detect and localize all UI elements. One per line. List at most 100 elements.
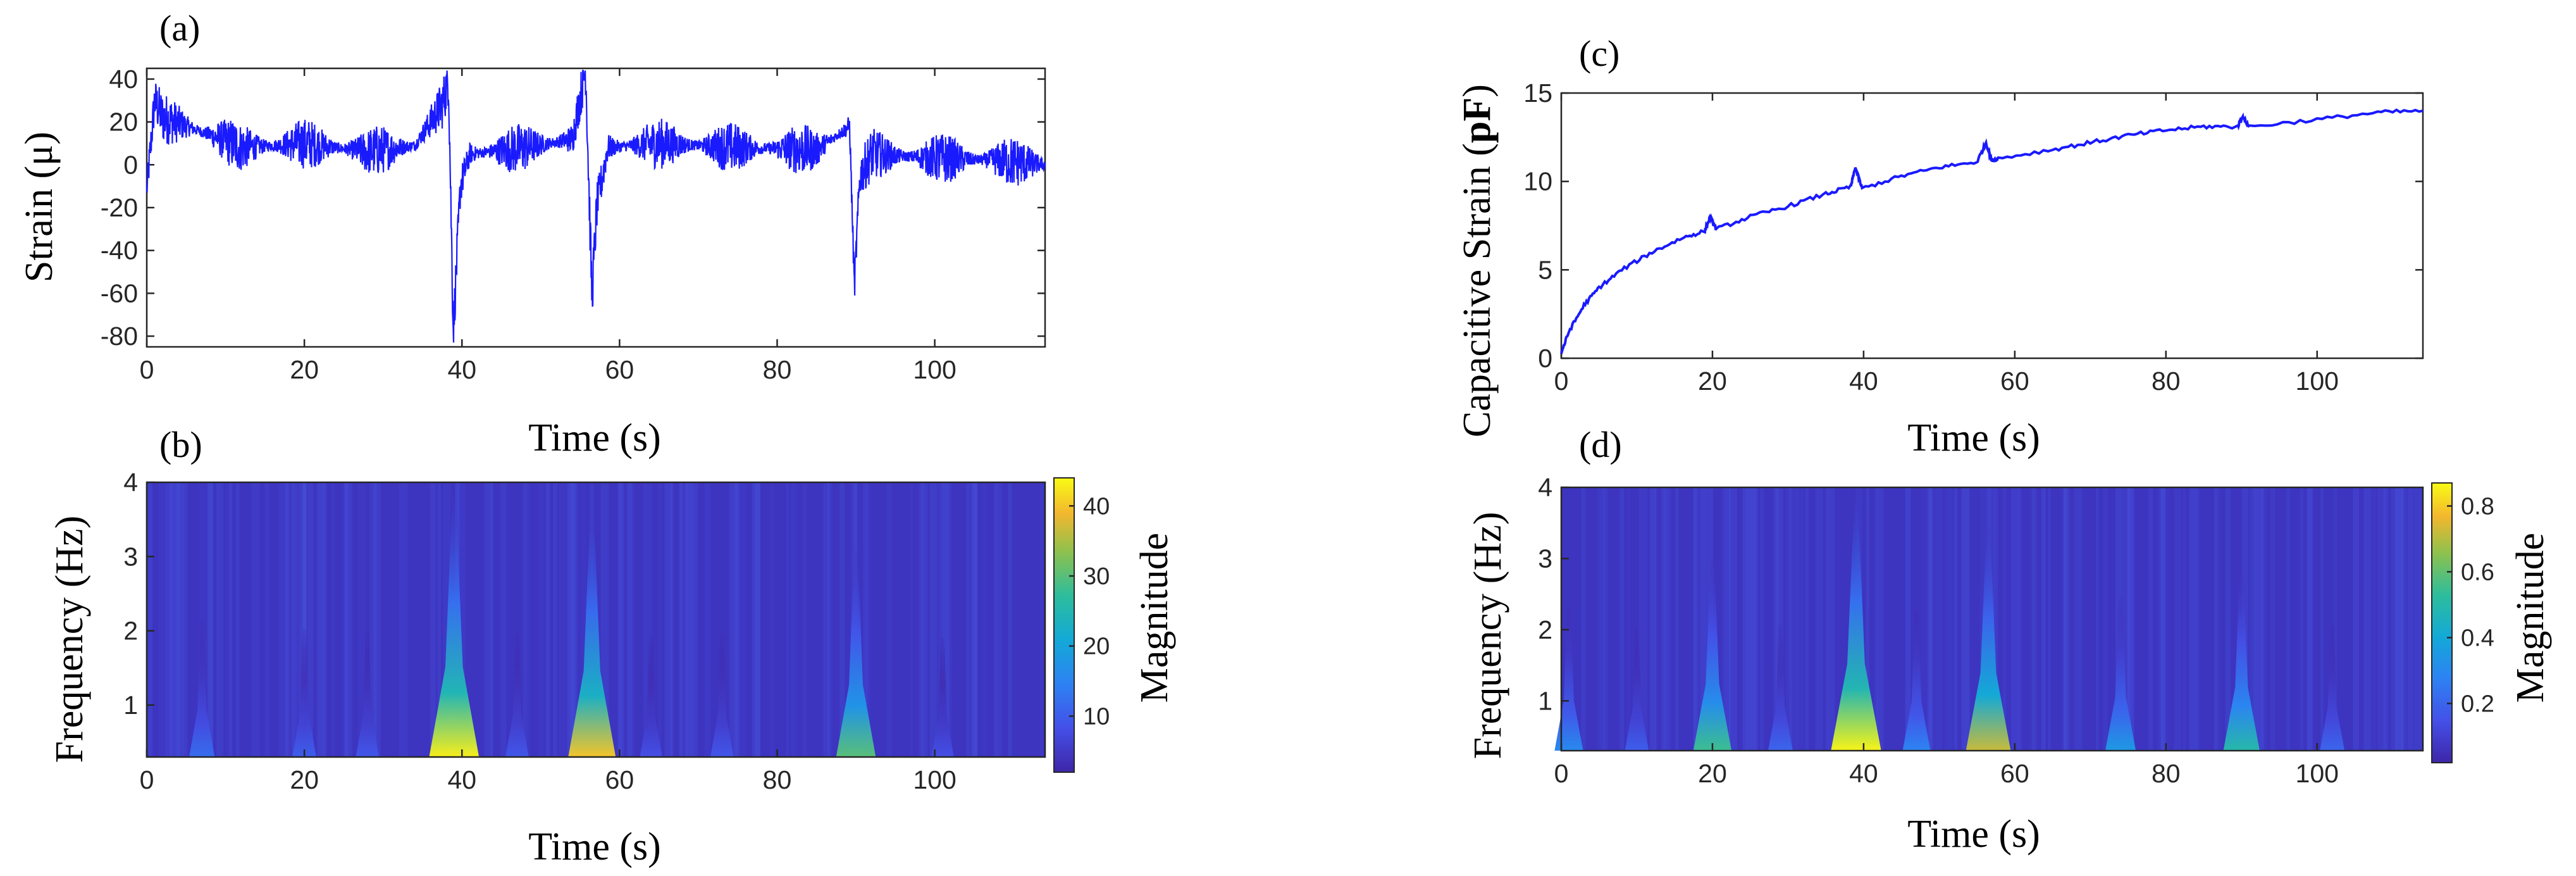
- heatmap-stripe: [2043, 487, 2047, 751]
- heatmap-stripe: [920, 482, 928, 757]
- heatmap-stripe: [2194, 487, 2199, 751]
- y-tick-label: -80: [101, 322, 138, 351]
- y-tick-label: 1: [1538, 686, 1552, 715]
- heatmap-stripe: [2150, 487, 2154, 751]
- heatmap-stripe: [225, 482, 234, 757]
- x-tick-label: 100: [2296, 759, 2339, 788]
- colorbar: [1053, 477, 1075, 773]
- x-tick-label: 20: [1698, 366, 1727, 396]
- heatmap-stripe: [2256, 487, 2264, 751]
- x-tick-label: 40: [447, 765, 476, 794]
- heatmap-hotspot: [568, 511, 616, 757]
- heatmap-stripe: [399, 482, 408, 757]
- x-tick-label: 0: [1554, 366, 1569, 396]
- heatmap-stripe: [292, 482, 298, 757]
- y-tick-label: 3: [123, 542, 138, 571]
- y-axis-title-c-suffix: ): [1456, 84, 1499, 97]
- heatmap-stripe: [331, 482, 335, 757]
- heatmap-stripe: [1796, 487, 1805, 751]
- x-tick-label: 100: [913, 765, 956, 794]
- heatmap-stripe: [430, 482, 436, 757]
- heatmap-stripe: [538, 482, 544, 757]
- plot-area-b: 0 20 40 60 80 100 1 2 3 4 10 20 30 40: [123, 468, 1110, 794]
- heatmap-hotspot: [1902, 610, 1931, 751]
- heatmap-stripe: [2191, 487, 2195, 751]
- heatmap-stripe: [1993, 487, 1998, 751]
- heatmap-stripe: [2074, 487, 2083, 751]
- heatmap-stripe: [1928, 487, 1933, 751]
- heatmap-stripe: [573, 482, 578, 757]
- heatmap-stripe: [2333, 487, 2338, 751]
- heatmap-stripe: [1007, 482, 1013, 757]
- heatmap-stripe: [645, 482, 652, 757]
- panel-label-d: (d): [1579, 424, 1622, 465]
- heatmap-stripe: [2195, 487, 2200, 751]
- heatmap-stripe: [2396, 487, 2405, 751]
- heatmap-stripe: [948, 482, 953, 757]
- heatmap-stripe: [863, 482, 868, 757]
- heatmap-stripe: [1961, 487, 1970, 751]
- heatmap-stripe: [278, 482, 282, 757]
- plot-area-c: 0 20 40 60 80 100 0 5 10 15: [1523, 78, 2424, 396]
- heatmap-stripe: [523, 482, 531, 757]
- y-tick-label: 4: [1538, 473, 1552, 502]
- y-axis-title-b: Frequency (Hz): [48, 516, 91, 763]
- y-axis-title-a: Strain (μ): [18, 132, 61, 282]
- heatmap-stripe: [2160, 487, 2166, 751]
- heatmap-stripe: [216, 482, 225, 757]
- heatmap-hotspot: [2320, 625, 2345, 751]
- heatmap-stripe: [929, 482, 938, 757]
- heatmap-stripe: [2060, 487, 2067, 751]
- heatmap-stripe: [1760, 487, 1764, 751]
- heatmap-stripe: [1599, 487, 1606, 751]
- x-tick-label: 0: [140, 765, 154, 794]
- heatmap-stripe: [740, 482, 747, 757]
- heatmap-stripe: [1619, 487, 1625, 751]
- heatmap-stripe: [2041, 487, 2046, 751]
- y-tick-label: 0: [123, 150, 138, 179]
- heatmap-stripe: [1725, 487, 1731, 751]
- panel-label-b: (b): [159, 424, 202, 465]
- heatmap-stripe: [922, 482, 925, 757]
- y-axis-title-c: Capacitive Strain (pF): [1456, 84, 1499, 437]
- heatmap-stripe: [993, 482, 999, 757]
- heatmap-stripe: [752, 482, 760, 757]
- heatmap-stripe: [176, 482, 183, 757]
- heatmap-stripe: [2214, 487, 2218, 751]
- heatmap-stripe: [689, 482, 692, 757]
- heatmap-stripe: [2258, 487, 2267, 751]
- heatmap-hotspot: [1831, 502, 1881, 751]
- x-axis-title-d: Time (s): [1907, 813, 2040, 856]
- heatmap-stripe: [1040, 482, 1044, 757]
- heatmap-stripe: [2018, 487, 2022, 751]
- heatmap-stripe: [1874, 487, 1878, 751]
- heatmap-stripe: [938, 482, 941, 757]
- heatmap-stripe: [1945, 487, 1948, 751]
- heatmap-stripe: [2161, 487, 2166, 751]
- colorbar-tick-label: 40: [1083, 493, 1110, 520]
- heatmap-stripe: [2189, 487, 2197, 751]
- heatmap-stripe: [1700, 487, 1707, 751]
- heatmap-stripe: [2002, 487, 2007, 751]
- heatmap-stripe: [1602, 487, 1608, 751]
- heatmap-stripe: [2183, 487, 2186, 751]
- heatmap-stripe: [2249, 487, 2258, 751]
- heatmap-stripe: [2320, 487, 2324, 751]
- y-tick-label: 10: [1523, 167, 1552, 196]
- heatmap-stripe: [500, 482, 507, 757]
- heatmap-stripe: [1785, 487, 1792, 751]
- y-tick-label: 0: [1538, 344, 1552, 373]
- heatmap-hotspot: [640, 637, 662, 757]
- heatmap-stripe: [617, 482, 624, 757]
- heatmap-stripe: [1663, 487, 1672, 751]
- heatmap-stripe: [680, 482, 689, 757]
- heatmap-stripe: [736, 482, 740, 757]
- colorbar-tick-label: 0.8: [2461, 493, 2494, 520]
- heatmap-stripe: [1750, 487, 1757, 751]
- heatmap-stripe: [2307, 487, 2312, 751]
- heatmap-stripe: [437, 482, 442, 757]
- heatmap-hotspot: [710, 633, 734, 757]
- y-tick-label: -20: [101, 193, 138, 222]
- heatmap-stripe: [369, 482, 377, 757]
